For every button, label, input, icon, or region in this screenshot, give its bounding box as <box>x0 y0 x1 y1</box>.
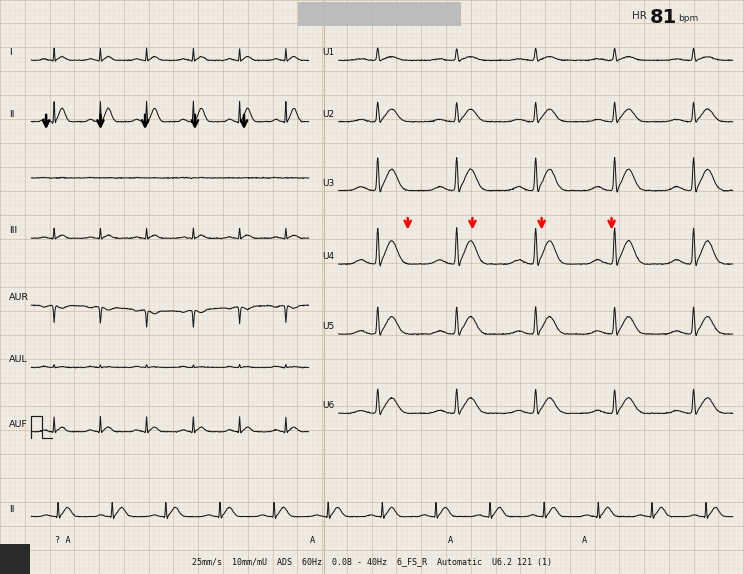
Text: HR: HR <box>632 11 647 21</box>
Bar <box>298 2 461 26</box>
Text: ? A: ? A <box>55 536 71 545</box>
Text: U6: U6 <box>323 401 335 410</box>
Text: A: A <box>310 536 315 545</box>
Text: U1: U1 <box>323 48 335 57</box>
Text: U5: U5 <box>323 322 335 331</box>
Text: 25mm/s  10mm/mU  ADS  60Hz  0.08 - 40Hz  6_FS_R  Automatic  U6.2 121 (1): 25mm/s 10mm/mU ADS 60Hz 0.08 - 40Hz 6_FS… <box>192 557 552 566</box>
Text: A: A <box>581 536 587 545</box>
Text: AUL: AUL <box>9 355 28 364</box>
Text: U3: U3 <box>323 179 335 188</box>
Text: III: III <box>9 226 17 235</box>
Text: U2: U2 <box>323 110 335 119</box>
Text: I: I <box>9 48 12 57</box>
Text: bpm: bpm <box>679 14 699 24</box>
Text: AUF: AUF <box>9 420 28 429</box>
Bar <box>0 544 30 574</box>
Text: A: A <box>447 536 453 545</box>
Text: AUR: AUR <box>9 293 29 302</box>
Text: 81: 81 <box>650 8 677 28</box>
Text: II: II <box>9 110 14 119</box>
Text: II: II <box>9 505 14 514</box>
Text: U4: U4 <box>323 252 335 261</box>
